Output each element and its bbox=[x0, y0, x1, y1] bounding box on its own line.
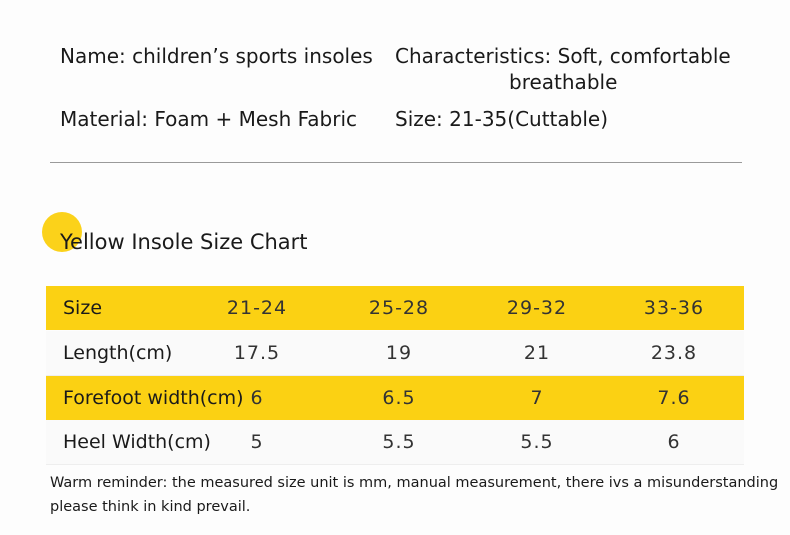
table-row: Forefoot width(cm) 6 6.5 7 7.6 bbox=[46, 376, 744, 420]
cell: 5.5 bbox=[382, 431, 416, 453]
material: Material: Foam + Mesh Fabric bbox=[60, 107, 357, 131]
characteristics: Characteristics: Soft, comfortable bbox=[395, 44, 731, 68]
cell: 6.5 bbox=[382, 387, 416, 409]
dot bbox=[42, 212, 82, 252]
table-row: Heel Width(cm) 5 5.5 5.5 6 bbox=[46, 420, 744, 465]
cell: 17.5 bbox=[233, 342, 281, 364]
row-label: Forefoot width(cm) bbox=[63, 387, 244, 409]
size-info: Size: 21-35(Cuttable) bbox=[395, 107, 609, 131]
cell: 5 bbox=[250, 431, 264, 453]
cell: 25-28 bbox=[368, 297, 430, 319]
name: Name: children’s sports insoles bbox=[60, 44, 373, 68]
cell: 6 bbox=[667, 431, 681, 453]
chart-title: Yellow Insole Size Chart bbox=[60, 230, 308, 254]
divider bbox=[50, 162, 742, 163]
table-row: Size 21-24 25-28 29-32 33-36 bbox=[46, 286, 744, 330]
row-label: Length(cm) bbox=[63, 342, 173, 364]
cell: 33-36 bbox=[643, 297, 705, 319]
cell: 7 bbox=[530, 387, 544, 409]
cell: 7.6 bbox=[657, 387, 691, 409]
cell: 5.5 bbox=[520, 431, 554, 453]
cell: 23.8 bbox=[650, 342, 698, 364]
row-label: Heel Width(cm) bbox=[63, 431, 211, 453]
cell: 21 bbox=[523, 342, 551, 364]
characteristics-cont: breathable bbox=[509, 70, 618, 94]
cell: 6 bbox=[250, 387, 264, 409]
cell: 21-24 bbox=[226, 297, 288, 319]
cell: 29-32 bbox=[506, 297, 568, 319]
cell: 19 bbox=[385, 342, 413, 364]
reminder: please think in kind prevail. bbox=[50, 499, 251, 515]
reminder: Warm reminder: the measured size unit is… bbox=[50, 475, 779, 491]
table-row: Length(cm) 17.5 19 21 23.8 bbox=[46, 331, 744, 376]
row-label: Size bbox=[63, 297, 103, 319]
